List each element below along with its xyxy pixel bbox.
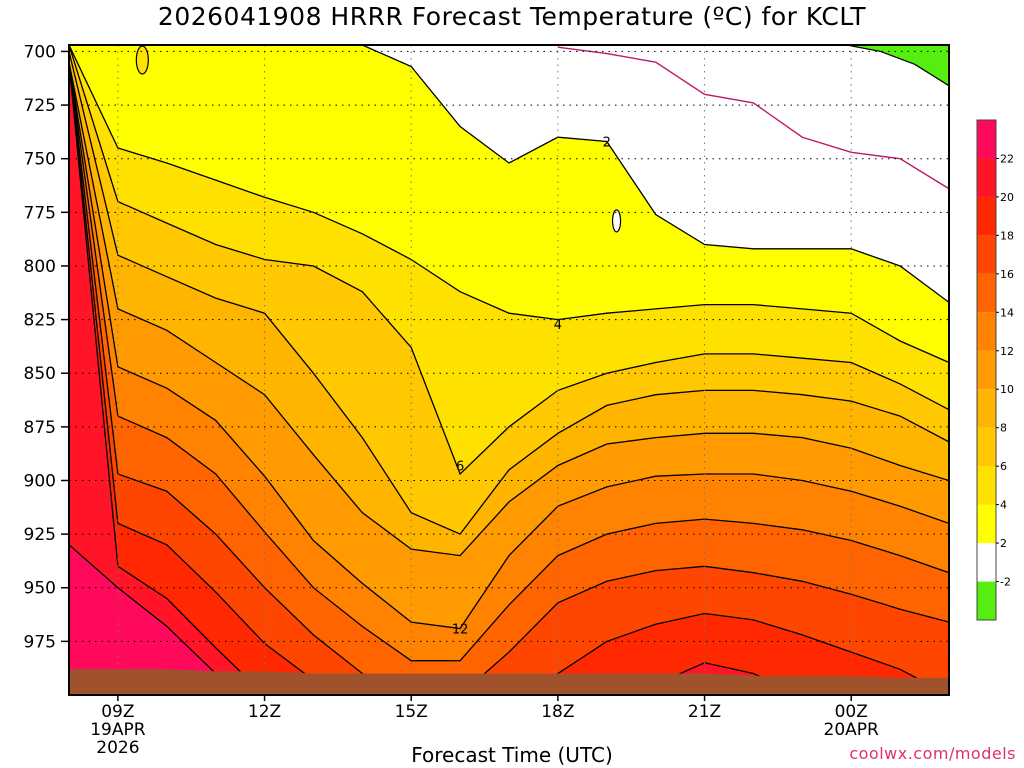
contour-ge-4 bbox=[69, 45, 949, 364]
colorbar-label: 20 bbox=[1000, 191, 1014, 204]
colorbar-swatch bbox=[977, 120, 996, 159]
source-credit: coolwx.com/models bbox=[849, 744, 1016, 763]
colorbar-label: 8 bbox=[1000, 422, 1007, 435]
y-tick-label: 950 bbox=[24, 579, 56, 599]
y-tick-label: 975 bbox=[24, 632, 56, 652]
colorbar-label: 22 bbox=[1000, 152, 1014, 165]
contour-label: 12 bbox=[452, 622, 469, 637]
colorbar-label: 16 bbox=[1000, 268, 1014, 281]
colorbar-label: -2 bbox=[1000, 576, 1011, 589]
y-tick-label: 700 bbox=[24, 42, 56, 62]
x-tick-label: 20APR bbox=[824, 720, 880, 740]
colorbar-swatch bbox=[977, 504, 996, 544]
x-tick-label: 18Z bbox=[541, 702, 574, 722]
y-tick-label: 825 bbox=[24, 311, 56, 331]
contour-closed-cell bbox=[611, 209, 622, 233]
plot-frame bbox=[68, 44, 950, 696]
x-tick-label: 15Z bbox=[395, 702, 428, 722]
band-below-neg2 bbox=[846, 45, 949, 87]
colorbar-swatch bbox=[977, 581, 996, 620]
contour-label: 4 bbox=[554, 318, 562, 333]
colorbar-swatch bbox=[977, 466, 996, 505]
y-tick-label: 750 bbox=[24, 150, 56, 170]
colorbar-swatch bbox=[977, 312, 996, 351]
contour-ge-18 bbox=[69, 62, 949, 695]
ground-surface bbox=[69, 669, 949, 695]
contour-ge-16 bbox=[69, 62, 949, 695]
contour-label: 2 bbox=[603, 136, 611, 151]
colorbar-swatch bbox=[977, 350, 996, 390]
colorbar-swatch bbox=[977, 235, 996, 274]
contour-ge-14 bbox=[69, 62, 949, 662]
x-tick-label: 2026 bbox=[96, 738, 139, 758]
colorbar-frame bbox=[976, 119, 997, 621]
contour-ge-6 bbox=[69, 45, 949, 476]
colorbar-label: 4 bbox=[1000, 499, 1007, 512]
contour-ge-12 bbox=[69, 62, 949, 630]
y-tick-label: 875 bbox=[24, 418, 56, 438]
colorbar-label: 18 bbox=[1000, 229, 1014, 242]
colorbar-swatch bbox=[977, 158, 996, 197]
colorbar-swatch bbox=[977, 427, 996, 467]
band-ge-14 bbox=[69, 62, 949, 695]
y-tick-label: 900 bbox=[24, 471, 56, 491]
colorbar-swatch bbox=[977, 389, 996, 428]
contour-ge-20 bbox=[69, 62, 949, 695]
contour-zero-isotherm bbox=[557, 46, 949, 190]
colorbar-swatch bbox=[977, 273, 996, 313]
y-tick-label: 800 bbox=[24, 257, 56, 277]
x-tick-label: 00Z bbox=[835, 702, 868, 722]
contour-closed-cell bbox=[135, 45, 149, 75]
contour-label: 6 bbox=[456, 459, 464, 474]
colorbar-label: 2 bbox=[1000, 537, 1007, 550]
y-tick-label: 775 bbox=[24, 203, 56, 223]
colorbar-swatch bbox=[977, 196, 996, 236]
chart-title: 2026041908 HRRR Forecast Temperature (ºC… bbox=[157, 2, 867, 31]
colorbar-label: 14 bbox=[1000, 306, 1014, 319]
x-tick-label: 12Z bbox=[248, 702, 281, 722]
y-tick-label: 725 bbox=[24, 96, 56, 116]
colorbar-label: 6 bbox=[1000, 460, 1007, 473]
colorbar-label: 10 bbox=[1000, 383, 1014, 396]
x-tick-label: 21Z bbox=[688, 702, 721, 722]
colorbar-label: 12 bbox=[1000, 345, 1014, 358]
y-tick-label: 925 bbox=[24, 525, 56, 545]
contour-ge-10 bbox=[69, 62, 949, 557]
x-tick-label: 09Z bbox=[101, 702, 134, 722]
contour-ge-2 bbox=[69, 45, 949, 303]
colorbar-swatch bbox=[977, 543, 996, 582]
x-axis-label: Forecast Time (UTC) bbox=[411, 743, 613, 767]
y-tick-label: 850 bbox=[24, 364, 56, 384]
contour-ge-8 bbox=[69, 51, 949, 535]
x-tick-label: 19APR bbox=[90, 720, 146, 740]
